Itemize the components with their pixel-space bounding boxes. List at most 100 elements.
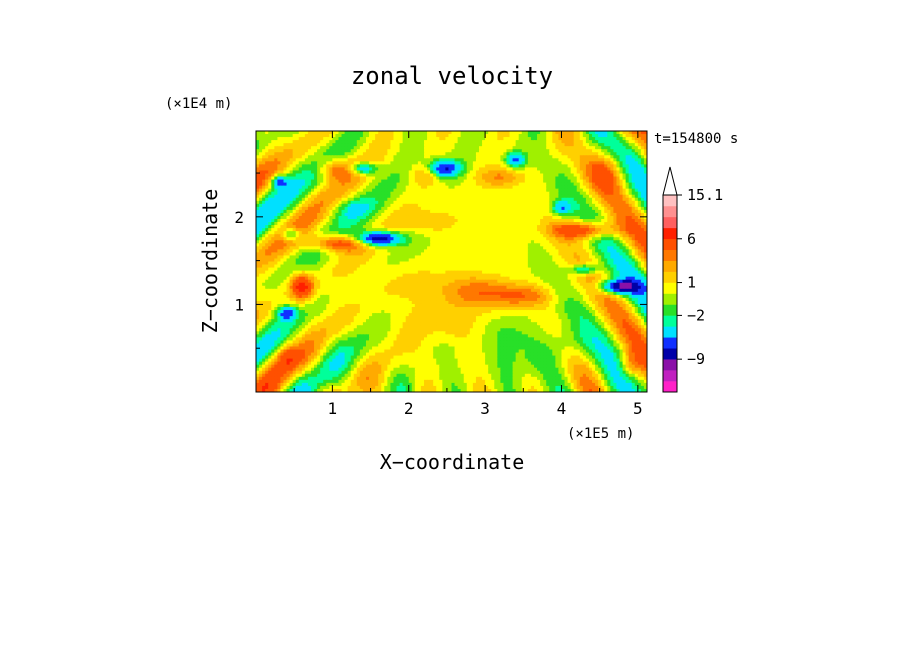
contour-cell (601, 246, 605, 250)
contour-cell (256, 191, 260, 196)
contour-cell (485, 185, 489, 190)
contour-cell (414, 137, 419, 141)
contour-cell (262, 170, 266, 175)
contour-cell (561, 179, 566, 184)
contour-cell (381, 146, 385, 150)
contour-cell (576, 212, 581, 217)
contour-cell (564, 240, 569, 244)
contour-cell (524, 206, 529, 211)
contour-cell (298, 149, 303, 153)
contour-cell (362, 191, 367, 196)
contour-cell (384, 188, 388, 193)
contour-cell (457, 203, 462, 208)
contour-cell (482, 203, 486, 208)
contour-cell (570, 234, 575, 238)
contour-cell (488, 176, 492, 181)
contour-cell (478, 137, 483, 141)
contour-cell (341, 173, 346, 178)
contour-cell (320, 173, 324, 178)
contour-cell (304, 182, 309, 187)
contour-cell (414, 212, 419, 217)
contour-cell (271, 209, 275, 214)
contour-cell (314, 176, 318, 181)
contour-cell (448, 191, 453, 196)
contour-cell (555, 243, 560, 247)
contour-cell (622, 134, 627, 138)
contour-cell (475, 176, 480, 181)
contour-cell (631, 209, 636, 214)
contour-cell (616, 225, 621, 229)
contour-cell (488, 167, 492, 172)
contour-cell (375, 197, 379, 202)
contour-cell (643, 182, 647, 187)
contour-cell (384, 149, 388, 153)
contour-cell (344, 167, 349, 172)
contour-cell (628, 140, 633, 144)
contour-cell (424, 173, 428, 178)
contour-cell (317, 164, 321, 169)
contour-cell (564, 246, 569, 250)
contour-cell (359, 131, 364, 135)
contour-cell (625, 185, 630, 190)
contour-cell (402, 222, 407, 226)
contour-cell (310, 170, 315, 175)
contour-cell (304, 225, 309, 229)
contour-cell (598, 170, 602, 175)
contour-cell (445, 134, 450, 138)
contour-cell (283, 176, 288, 181)
contour-cell (488, 219, 492, 223)
contour-cell (466, 246, 471, 250)
contour-cell (375, 176, 379, 181)
contour-cell (265, 146, 269, 150)
contour-cell (353, 203, 358, 208)
contour-cell (549, 200, 553, 205)
contour-cell (375, 215, 379, 220)
contour-cell (454, 146, 459, 150)
contour-cell (402, 225, 407, 229)
contour-cell (475, 158, 480, 162)
contour-cell (515, 191, 520, 196)
contour-cell (595, 188, 599, 193)
contour-cell (359, 234, 364, 238)
contour-cell (485, 200, 489, 205)
contour-cell (598, 188, 602, 193)
contour-cell (488, 149, 492, 153)
contour-cell (268, 200, 272, 205)
contour-cell (497, 203, 501, 208)
contour-cell (643, 219, 647, 223)
contour-cell (445, 164, 450, 169)
contour-cell (488, 140, 492, 144)
contour-cell (405, 176, 410, 181)
contour-cell (286, 179, 291, 184)
contour-cell (595, 225, 599, 229)
contour-cell (256, 134, 260, 138)
contour-cell (289, 134, 294, 138)
contour-cell (390, 131, 395, 135)
contour-cell (552, 131, 556, 135)
contour-cell (402, 234, 407, 238)
contour-cell (256, 228, 260, 232)
contour-cell (604, 140, 608, 144)
contour-cell (341, 219, 346, 223)
contour-cell (491, 234, 495, 238)
contour-cell (564, 231, 569, 235)
contour-cell (310, 246, 315, 250)
contour-cell (420, 179, 425, 184)
contour-cell (463, 209, 468, 214)
contour-cell (317, 243, 321, 247)
contour-cell (411, 231, 416, 235)
contour-cell (317, 185, 321, 190)
contour-cell (463, 212, 468, 217)
contour-cell (613, 176, 618, 181)
contour-cell (369, 182, 373, 187)
contour-cell (585, 185, 590, 190)
contour-cell (430, 212, 434, 217)
contour-cell (555, 182, 560, 187)
contour-cell (323, 194, 327, 199)
contour-cell (549, 197, 553, 202)
contour-cell (362, 134, 367, 138)
contour-cell (362, 173, 367, 178)
contour-cell (362, 182, 367, 187)
contour-cell (610, 203, 614, 208)
contour-cell (369, 191, 373, 196)
